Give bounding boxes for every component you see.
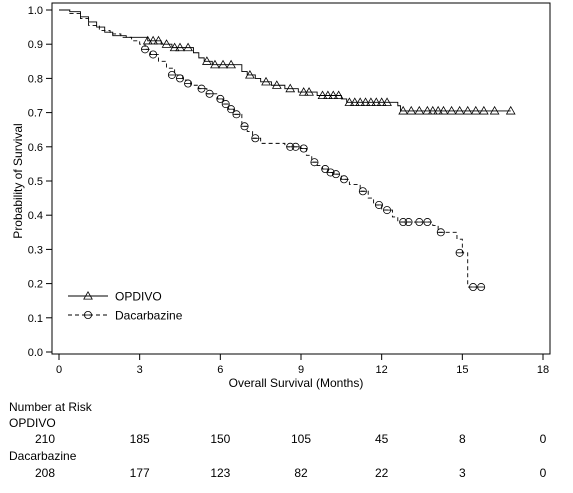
y-tick-label: 1.0 [28,5,43,17]
x-axis-title: Overall Survival (Months) [229,376,364,390]
y-tick-label: 0.4 [28,210,43,222]
opdivo-censor-marker [360,97,371,106]
opdivo-censor-marker [505,105,516,115]
opdivo-censor-marker [371,97,382,106]
opdivo-censor-marker [317,90,328,100]
risk-count-opdivo: 0 [540,432,547,446]
opdivo-censor-marker [201,56,212,65]
survival-curves-layer [59,9,511,288]
risk-table-heading: Number at Risk [9,400,93,414]
x-tick-label: 15 [456,364,468,376]
risk-count-opdivo: 8 [459,432,466,446]
opdivo-censor-marker [489,105,500,115]
opdivo-censor-marker [446,105,457,115]
risk-count-dacarbazine: 0 [540,466,547,480]
opdivo-censor-marker [414,105,425,115]
dacarbazine-survival-curve [59,9,482,288]
opdivo-censor-marker [328,90,339,100]
legend-marker-opdivo [83,290,93,300]
opdivo-censor-marker [322,90,333,100]
opdivo-censor-marker [427,105,438,115]
y-tick-label: 0.6 [28,142,43,154]
opdivo-censor-marker [285,83,296,93]
opdivo-survival-curve [59,9,511,112]
risk-count-dacarbazine: 177 [130,466,150,480]
opdivo-censor-marker [333,90,344,100]
y-tick-label: 0.2 [28,279,43,291]
opdivo-censor-marker [142,35,153,45]
x-tick-label: 9 [298,364,304,376]
opdivo-censor-marker [355,97,366,106]
opdivo-censor-marker [298,87,309,96]
opdivo-censor-marker [470,105,481,115]
legend-label-dacarbazine: Dacarbazine [115,309,183,323]
opdivo-censor-marker [406,105,417,115]
opdivo-censor-marker [210,59,220,69]
risk-table: Number at Risk OPDIVO 210 185 150 105 45 8 0 Dac… [9,400,547,480]
risk-count-opdivo: 105 [291,432,311,446]
opdivo-censor-marker [366,97,376,106]
opdivo-censor-marker [218,59,228,69]
opdivo-censor-marker [376,97,387,106]
y-axis-title: Probability of Survival [11,123,25,238]
y-tick-label: 0.8 [28,73,43,85]
risk-count-dacarbazine: 208 [35,466,55,480]
y-tick-label: 0.5 [28,176,43,188]
risk-count-dacarbazine: 82 [294,466,308,480]
opdivo-censor-marker [438,105,449,115]
x-tick-label: 3 [137,364,143,376]
opdivo-censor-marker [398,105,409,115]
y-tick-label: 0.7 [28,108,43,120]
risk-count-dacarbazine: 3 [459,466,466,480]
opdivo-censor-marker [382,97,392,106]
axis-ticks-layer: 0 3 6 9 12 15 18 0.0 0.1 0.2 0.3 0.4 0.5 0.6 0.7 0.8 0.9… [28,5,549,376]
opdivo-censor-marker [478,105,489,115]
y-tick-label: 0.9 [28,39,43,51]
opdivo-censor-marker [344,97,355,106]
opdivo-censor-marker [433,105,444,115]
legend: OPDIVO Dacarbazine [68,290,183,323]
opdivo-censor-marker [349,97,360,106]
risk-count-opdivo: 210 [35,432,55,446]
opdivo-censor-marker [462,105,473,115]
x-tick-label: 0 [56,364,62,376]
opdivo-censor-marker [161,39,172,48]
opdivo-censor-marker [175,42,185,52]
x-tick-label: 6 [217,364,223,376]
risk-count-dacarbazine: 22 [375,466,389,480]
opdivo-censor-marker [271,80,282,89]
opdivo-censor-marker [304,87,314,96]
x-tick-label: 12 [376,364,388,376]
opdivo-censor-marker [245,69,255,79]
opdivo-censor-marker [261,76,271,86]
opdivo-censor-marker [226,59,236,69]
opdivo-censor-marker [148,35,159,45]
opdivo-censor-marker [153,35,164,45]
y-tick-label: 0.1 [28,313,43,325]
risk-row-label-opdivo: OPDIVO [9,416,56,430]
risk-count-dacarbazine: 123 [210,466,230,480]
risk-row-label-dacarbazine: Dacarbazine [9,449,77,463]
risk-count-opdivo: 185 [130,432,150,446]
legend-label-opdivo: OPDIVO [115,290,162,304]
x-tick-label: 18 [537,364,549,376]
censor-markers-layer [141,35,516,292]
opdivo-censor-marker [169,42,180,52]
y-tick-label: 0.3 [28,244,43,256]
opdivo-censor-marker [454,105,465,115]
risk-count-opdivo: 45 [375,432,389,446]
opdivo-censor-marker [422,105,433,115]
y-tick-label: 0.0 [28,347,43,359]
opdivo-censor-marker [183,42,193,52]
risk-count-opdivo: 150 [210,432,230,446]
